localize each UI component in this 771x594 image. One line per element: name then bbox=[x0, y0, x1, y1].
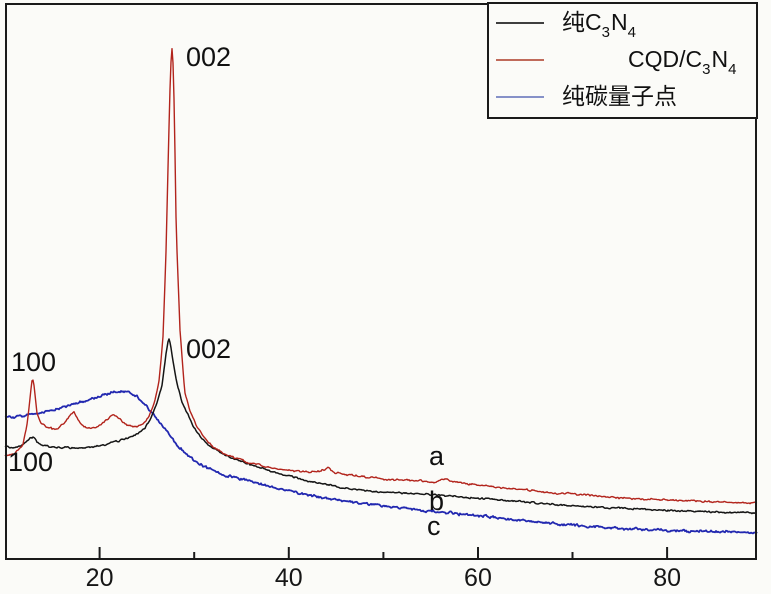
curve-letter-a-label: a bbox=[429, 441, 445, 471]
x-axis-ticks bbox=[98, 547, 669, 559]
legend-line-pure-c3n4 bbox=[496, 21, 544, 24]
peak-002-red-label: 002 bbox=[186, 42, 232, 72]
curve-letter-c-label: c bbox=[427, 511, 441, 541]
legend-entry-pure-c3n4: 纯C3N4 bbox=[489, 4, 756, 41]
curves-layer bbox=[4, 48, 758, 535]
legend-rows: 纯C3N4 CQD/C3N4 纯碳量子点 bbox=[489, 4, 756, 115]
peak-100-black-label: 100 bbox=[8, 447, 54, 477]
legend-label-pure-c3n4: 纯C3N4 bbox=[562, 9, 636, 41]
x-tick-label-80: 80 bbox=[653, 564, 682, 592]
peak-002-black-label: 002 bbox=[186, 334, 232, 364]
x-tick-label-40: 40 bbox=[274, 564, 303, 592]
legend-label-cqd-c3n4: CQD/C3N4 bbox=[628, 46, 737, 78]
legend-line-cqd-c3n4 bbox=[496, 58, 544, 61]
legend-entry-pure-carbon-quantum-dots: 纯碳量子点 bbox=[489, 78, 756, 115]
plot-frame bbox=[5, 3, 757, 560]
peak-100-red-label: 100 bbox=[11, 347, 57, 377]
curve-pure bbox=[4, 338, 757, 515]
curve-cqd-c3n4 bbox=[4, 48, 758, 505]
legend-label-pure-carbon-quantum-dots: 纯碳量子点 bbox=[562, 83, 677, 109]
curve-pure bbox=[4, 390, 758, 535]
x-tick-label-20: 20 bbox=[85, 564, 114, 592]
x-tick-label-60: 60 bbox=[464, 564, 492, 592]
legend: 纯C3N4 CQD/C3N4 纯碳量子点 bbox=[487, 2, 758, 119]
legend-entry-cqd-c3n4: CQD/C3N4 bbox=[489, 41, 756, 78]
legend-line-pure-carbon-quantum-dots bbox=[496, 95, 544, 98]
curve-letter-b-label: b bbox=[429, 486, 445, 516]
